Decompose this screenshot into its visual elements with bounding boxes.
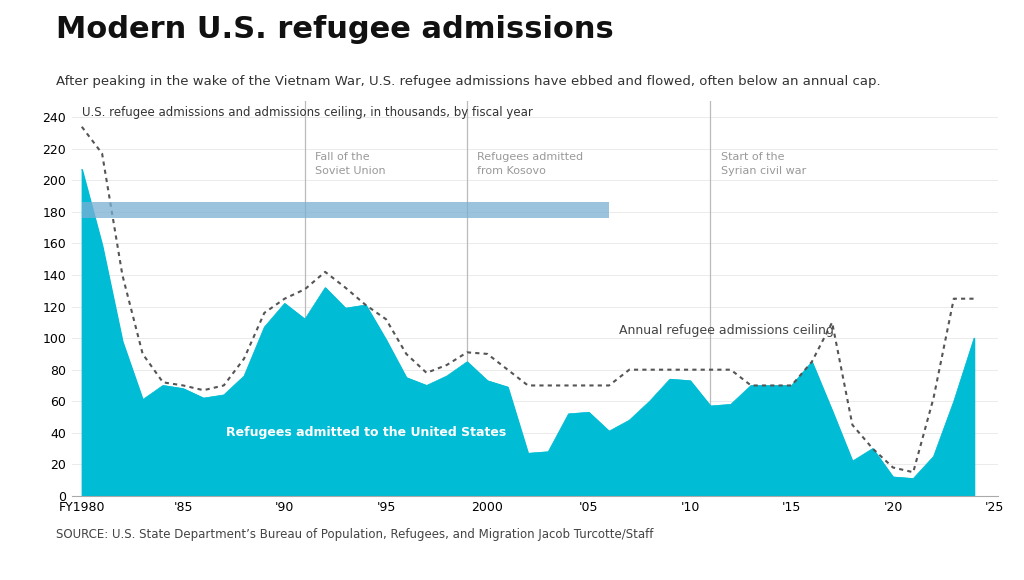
Text: Start of the
Syrian civil war: Start of the Syrian civil war: [721, 152, 806, 176]
Text: Refugees admitted to the United States: Refugees admitted to the United States: [225, 426, 506, 439]
Bar: [82, 202, 609, 218]
Text: Refugees admitted
from Kosovo: Refugees admitted from Kosovo: [477, 152, 584, 176]
Text: SOURCE: U.S. State Department’s Bureau of Population, Refugees, and Migration Ja: SOURCE: U.S. State Department’s Bureau o…: [56, 528, 653, 541]
Text: Fall of the
Soviet Union: Fall of the Soviet Union: [315, 152, 386, 176]
Text: Annual refugee admissions ceiling: Annual refugee admissions ceiling: [620, 324, 835, 337]
Text: Modern U.S. refugee admissions: Modern U.S. refugee admissions: [56, 14, 614, 44]
Text: U.S. refugee admissions and admissions ceiling, in thousands, by fiscal year: U.S. refugee admissions and admissions c…: [82, 106, 532, 119]
Text: After peaking in the wake of the Vietnam War, U.S. refugee admissions have ebbed: After peaking in the wake of the Vietnam…: [56, 75, 881, 88]
